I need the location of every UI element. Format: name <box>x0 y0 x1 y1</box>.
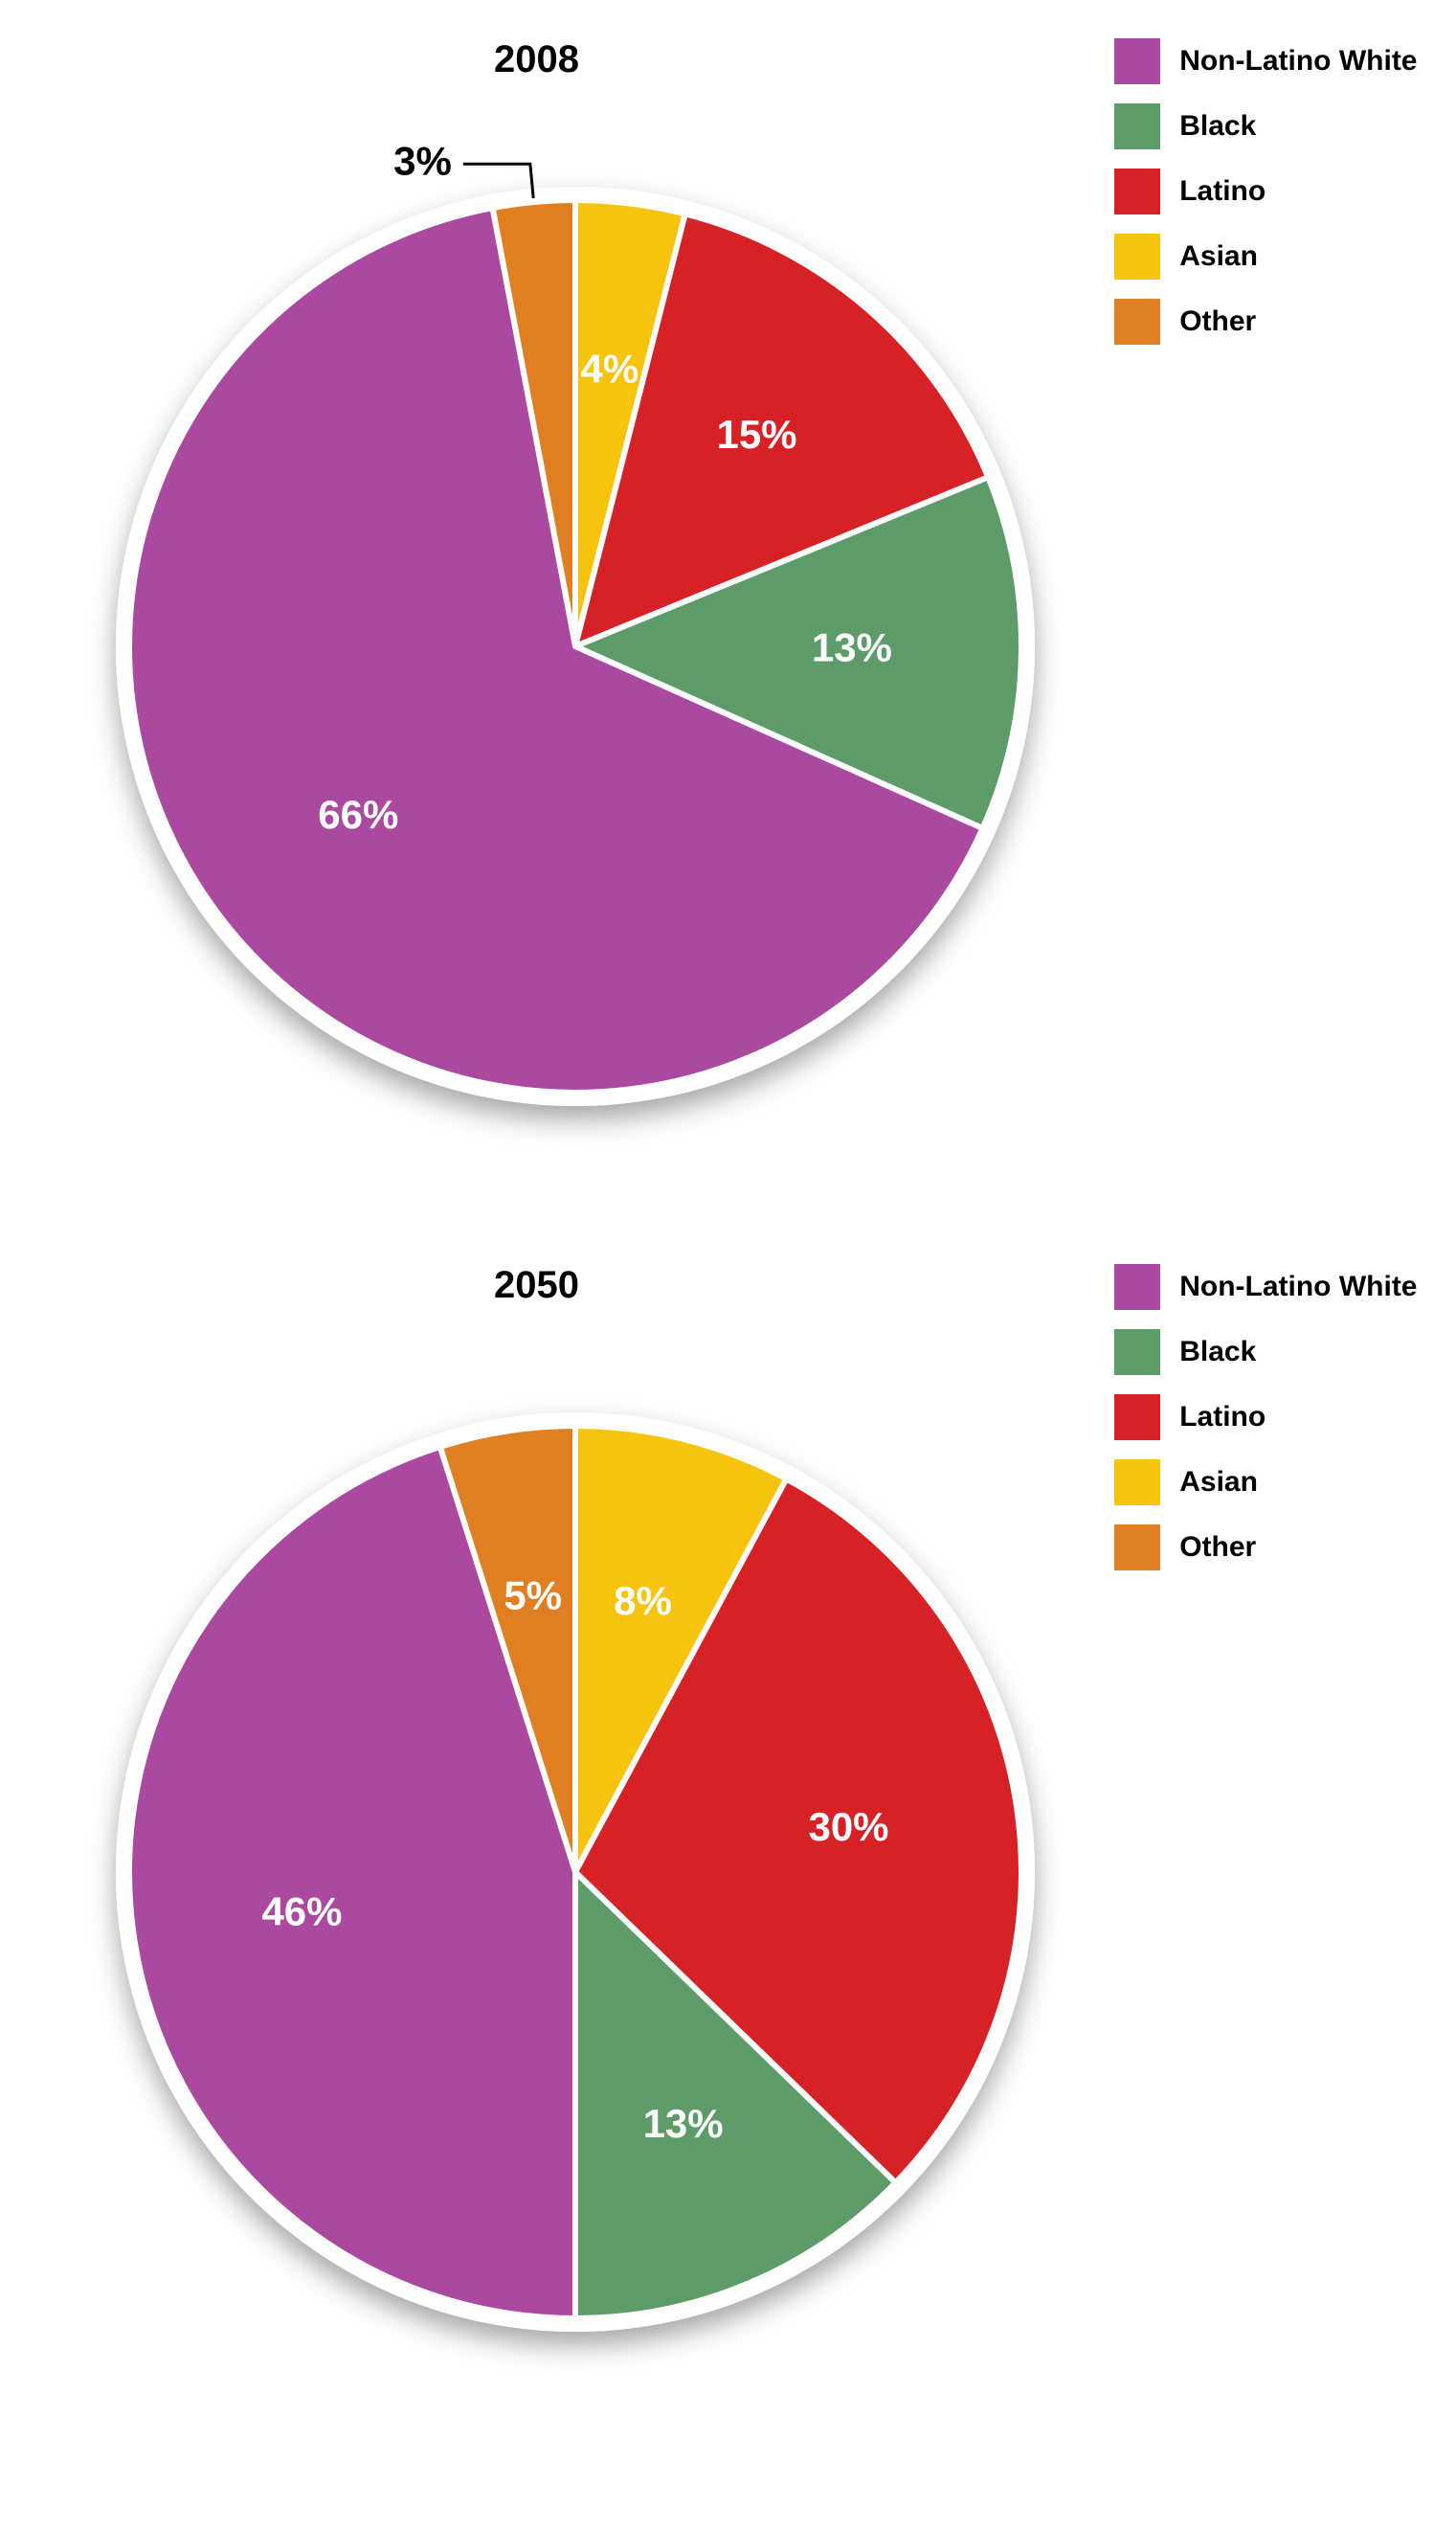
chart-2050: 20505%8%30%13%46%Non-Latino WhiteBlackLa… <box>39 1264 1418 2413</box>
legend-swatch <box>1114 103 1160 149</box>
legend-swatch <box>1114 1329 1160 1375</box>
legend-swatch <box>1114 1459 1160 1505</box>
slice-label-latino: 15% <box>716 412 796 457</box>
slice-label-asian: 4% <box>580 346 638 391</box>
pie-chart: 5% 8% 30% 13% 46% <box>39 1336 1111 2408</box>
slice-label-other: 3% <box>393 138 452 183</box>
legend-item: Black <box>1114 1329 1417 1375</box>
legend-label: Other <box>1179 305 1256 338</box>
legend-item: Other <box>1114 299 1417 345</box>
legend-swatch <box>1114 1524 1160 1570</box>
pie-wrapper: 5% 8% 30% 13% 46% <box>39 1336 1111 2408</box>
slice-label-black: 13% <box>642 2101 723 2146</box>
slice-label-white: 46% <box>261 1888 342 1933</box>
chart-title: 2050 <box>0 1264 1226 1307</box>
legend-label: Non-Latino White <box>1179 1271 1417 1303</box>
legend-item: Non-Latino White <box>1114 38 1417 84</box>
legend-item: Latino <box>1114 1394 1417 1440</box>
pie-wrapper: 3% 4% 15% 13% 66% <box>39 110 1111 1183</box>
legend-item: Asian <box>1114 1459 1417 1505</box>
legend-label: Asian <box>1179 1466 1258 1499</box>
legend-item: Other <box>1114 1524 1417 1570</box>
legend-swatch <box>1114 1394 1160 1440</box>
chart-2008: 20083%4%15%13%66%Non-Latino WhiteBlackLa… <box>39 38 1418 1187</box>
pie-chart: 3% 4% 15% 13% 66% <box>39 110 1111 1183</box>
legend: Non-Latino White Black Latino Asian Other <box>1114 1264 1417 1590</box>
legend-item: Latino <box>1114 169 1417 214</box>
legend-label: Latino <box>1179 175 1266 208</box>
legend: Non-Latino White Black Latino Asian Other <box>1114 38 1417 364</box>
legend-swatch <box>1114 234 1160 280</box>
legend-swatch <box>1114 299 1160 345</box>
legend-label: Black <box>1179 1336 1256 1368</box>
legend-item: Non-Latino White <box>1114 1264 1417 1310</box>
legend-swatch <box>1114 38 1160 84</box>
legend-item: Asian <box>1114 234 1417 280</box>
slice-label-white: 66% <box>318 792 398 837</box>
slice-label-asian: 8% <box>614 1578 672 1623</box>
legend-swatch <box>1114 1264 1160 1310</box>
legend-label: Latino <box>1179 1401 1266 1433</box>
legend-label: Asian <box>1179 240 1258 273</box>
slice-label-other: 5% <box>504 1573 562 1618</box>
legend-swatch <box>1114 169 1160 214</box>
chart-title: 2008 <box>0 38 1226 81</box>
legend-label: Black <box>1179 110 1256 143</box>
legend-label: Other <box>1179 1531 1256 1564</box>
slice-label-black: 13% <box>811 625 891 670</box>
legend-item: Black <box>1114 103 1417 149</box>
legend-label: Non-Latino White <box>1179 45 1417 78</box>
slice-label-latino: 30% <box>808 1804 888 1849</box>
